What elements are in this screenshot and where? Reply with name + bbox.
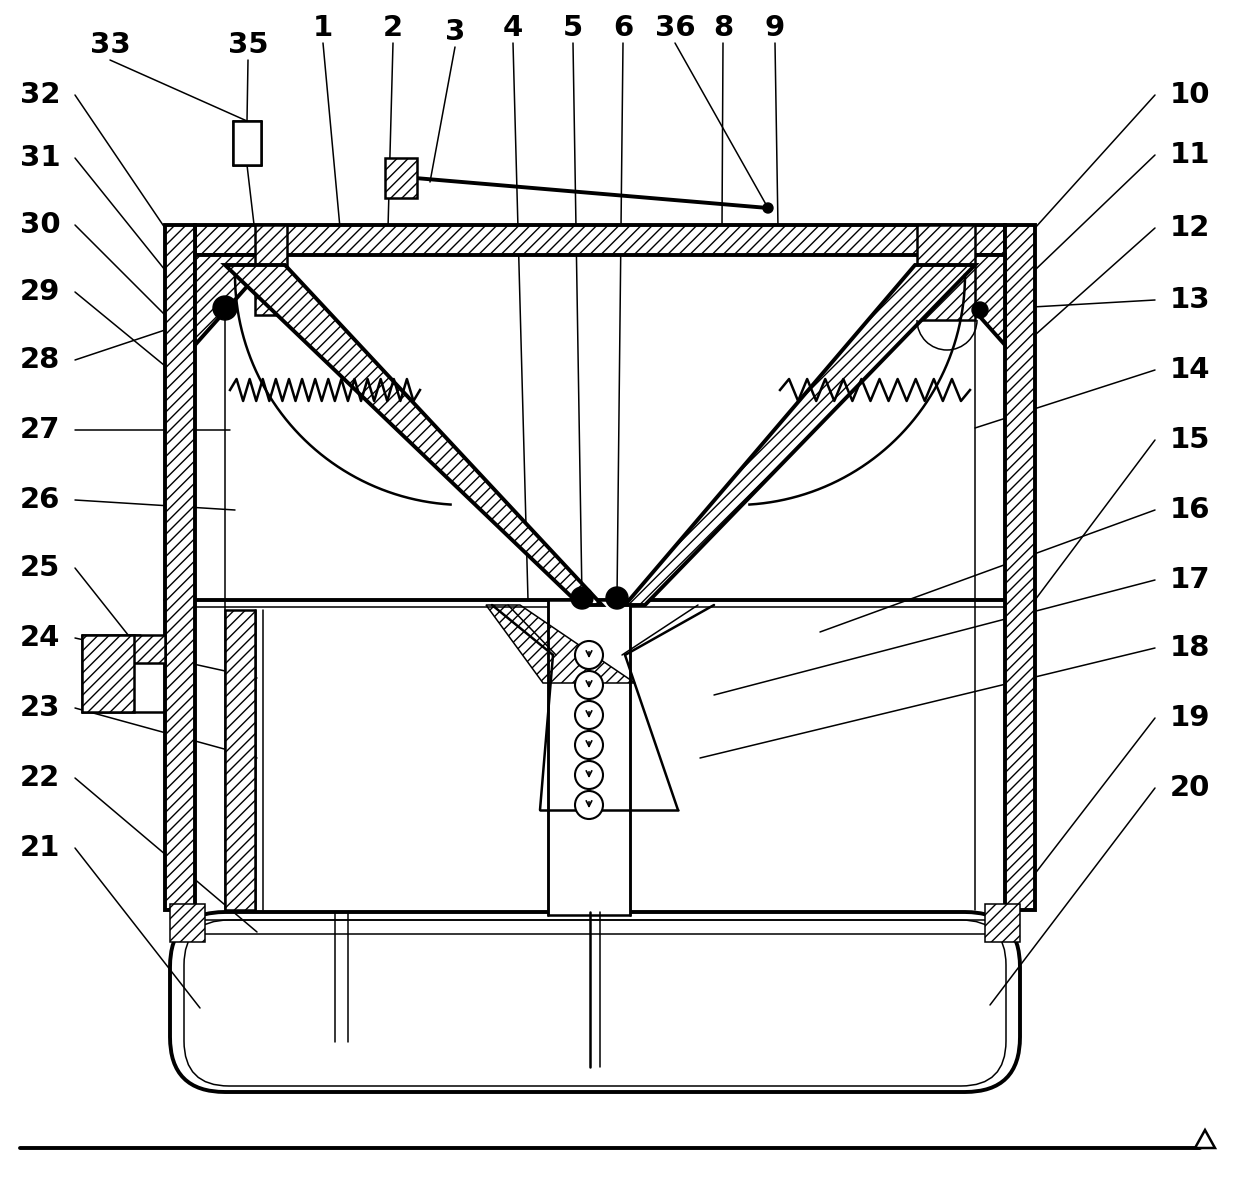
Text: 15: 15: [1169, 426, 1210, 455]
Text: 25: 25: [20, 555, 60, 582]
Bar: [224, 610, 255, 910]
Text: 8: 8: [713, 14, 733, 42]
Bar: [985, 904, 1021, 942]
Circle shape: [575, 641, 603, 669]
Polygon shape: [224, 265, 601, 605]
Text: 35: 35: [228, 31, 268, 60]
Bar: [918, 225, 975, 320]
Bar: [170, 904, 205, 942]
Circle shape: [213, 296, 237, 320]
Text: 23: 23: [20, 694, 61, 722]
Text: 9: 9: [765, 14, 785, 42]
Bar: [165, 225, 195, 910]
Bar: [195, 225, 1004, 255]
Text: 11: 11: [1169, 140, 1210, 169]
Bar: [1004, 225, 1035, 910]
Bar: [255, 225, 286, 315]
Circle shape: [575, 731, 603, 759]
Bar: [82, 635, 134, 712]
Text: 21: 21: [20, 834, 61, 862]
Text: 20: 20: [1169, 774, 1210, 802]
Text: 27: 27: [20, 416, 61, 444]
Text: 26: 26: [20, 486, 61, 514]
Bar: [195, 225, 1004, 255]
Bar: [384, 158, 417, 198]
Text: 17: 17: [1169, 566, 1210, 594]
Bar: [82, 635, 134, 712]
Text: 36: 36: [655, 14, 696, 42]
Text: 29: 29: [20, 278, 61, 306]
FancyBboxPatch shape: [170, 912, 1021, 1092]
Bar: [1004, 225, 1035, 910]
Circle shape: [763, 203, 773, 213]
Text: 16: 16: [1169, 496, 1210, 524]
Bar: [233, 121, 260, 165]
Bar: [384, 158, 417, 198]
Text: 28: 28: [20, 346, 60, 374]
Bar: [548, 600, 630, 915]
Text: 2: 2: [383, 14, 403, 42]
Text: 4: 4: [503, 14, 523, 42]
Text: 18: 18: [1169, 634, 1210, 662]
Text: 19: 19: [1169, 704, 1210, 732]
Circle shape: [575, 671, 603, 699]
Text: 5: 5: [563, 14, 583, 42]
Text: 33: 33: [89, 31, 130, 60]
Bar: [130, 635, 165, 663]
Circle shape: [972, 302, 988, 318]
Text: 22: 22: [20, 764, 60, 793]
Polygon shape: [925, 255, 1004, 345]
Bar: [170, 904, 205, 942]
Polygon shape: [1195, 1130, 1215, 1148]
Text: 10: 10: [1169, 81, 1210, 109]
Bar: [255, 225, 286, 315]
Polygon shape: [195, 255, 275, 345]
Bar: [130, 635, 165, 663]
Text: 24: 24: [20, 624, 61, 652]
Text: 31: 31: [20, 144, 61, 173]
Circle shape: [606, 587, 627, 609]
Text: 12: 12: [1169, 214, 1210, 242]
Bar: [165, 225, 195, 910]
Bar: [224, 610, 255, 910]
Circle shape: [575, 791, 603, 819]
FancyBboxPatch shape: [184, 920, 1006, 1086]
Text: 14: 14: [1169, 356, 1210, 384]
Text: 32: 32: [20, 81, 61, 109]
Circle shape: [575, 760, 603, 789]
Bar: [918, 225, 975, 320]
Text: 6: 6: [613, 14, 634, 42]
Text: 30: 30: [20, 211, 61, 239]
Text: 1: 1: [312, 14, 334, 42]
Circle shape: [570, 587, 593, 609]
Bar: [985, 904, 1021, 942]
Text: 3: 3: [445, 18, 465, 46]
Polygon shape: [625, 265, 975, 605]
Circle shape: [575, 701, 603, 729]
Text: 13: 13: [1169, 286, 1210, 314]
